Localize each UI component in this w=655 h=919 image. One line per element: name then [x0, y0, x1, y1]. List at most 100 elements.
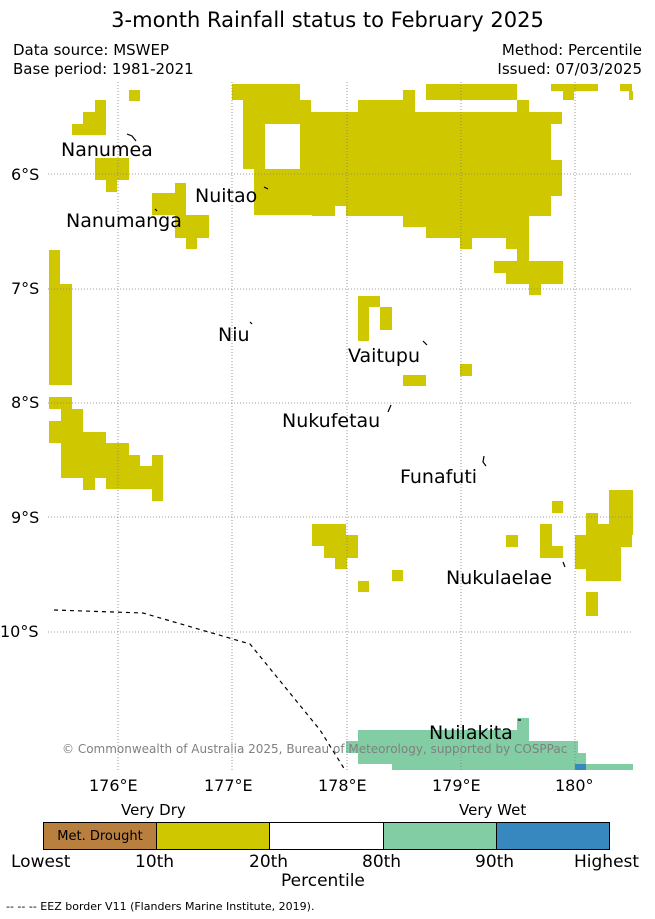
place-label-niu: Niu: [218, 324, 250, 346]
very-dry-cell-30: [460, 238, 472, 249]
colorbar-segment-met-drought: Met. Drought: [44, 823, 157, 849]
very-dry-cell-13: [243, 124, 265, 169]
lon-label-178e: 178°E: [318, 776, 367, 795]
very-dry-cell-20: [312, 148, 551, 160]
very-dry-cell-24: [312, 196, 551, 206]
very-dry-cell-56: [61, 443, 106, 478]
colorbar-segment-very-dry: [157, 823, 270, 849]
very-dry-cell-41: [629, 91, 633, 100]
very-dry-cell-5: [106, 180, 117, 192]
very-dry-cell-9: [186, 238, 197, 249]
very-dry-cell-63: [312, 524, 346, 546]
colorbar-segment-normal: [270, 823, 384, 849]
very-dry-cell-34: [403, 90, 415, 100]
base-period-label: Base period: 1981-2021: [13, 60, 194, 78]
very-dry-cell-19: [312, 136, 551, 148]
very-dry-cell-72: [552, 501, 563, 513]
very-dry-cell-2: [72, 124, 106, 135]
very-dry-cell-10: [232, 84, 300, 100]
lat-label-7s: 7°S: [11, 279, 40, 298]
very-dry-cell-39: [563, 91, 574, 100]
very-dry-cell-40: [620, 84, 632, 91]
method-label: Method: Percentile: [501, 41, 642, 59]
very-dry-cell-54: [49, 421, 61, 443]
very-dry-cell-61: [140, 466, 152, 489]
issued-label: Issued: 07/03/2025: [497, 60, 642, 78]
very-dry-cell-31: [506, 238, 529, 249]
very-dry-cell-36: [517, 100, 529, 112]
very-dry-cell-26: [346, 206, 403, 216]
lon-label-180: 180°: [555, 776, 594, 795]
very-dry-cell-29: [426, 227, 529, 238]
very-dry-cell-51: [49, 250, 60, 385]
very-dry-cell-70: [540, 524, 552, 558]
wet-cell-2: [346, 741, 578, 753]
wet-cell-1: [517, 718, 529, 741]
place-label-nuitao: Nuitao: [195, 185, 258, 207]
very-dry-cell-37: [540, 124, 551, 136]
very-dry-cell-79: [586, 592, 598, 616]
very-dry-cell-1: [83, 112, 106, 124]
colorbar-met-drought-label: Met. Drought: [57, 828, 143, 844]
very-dry-cell-6: [152, 193, 186, 215]
very-dry-cell-23: [312, 184, 562, 196]
very-dry-cell-67: [358, 581, 369, 592]
lat-label-6s: 6°S: [11, 165, 40, 184]
place-label-nanumanga: Nanumanga: [66, 210, 182, 232]
colorbar-tick-20th: 20th: [249, 852, 289, 872]
very-dry-cell-32: [517, 249, 529, 261]
very-dry-cell-75: [609, 490, 633, 535]
very-dry-cell-0: [95, 100, 106, 112]
very-dry-cell-50: [460, 364, 472, 376]
very-dry-cell-21: [312, 160, 562, 172]
very-dry-cell-66: [346, 535, 358, 558]
colorbar-axis-label: Percentile: [281, 871, 365, 891]
place-label-nuilakita: Nuilakita: [429, 722, 513, 744]
very-dry-cell-4: [95, 158, 129, 180]
graticule: [48, 82, 633, 770]
wet-cell-4: [392, 764, 633, 770]
very-dry-cell-18: [312, 124, 551, 136]
very-dry-cell-3: [129, 90, 140, 101]
copyright-notice: © Commonwealth of Australia 2025, Bureau…: [62, 742, 568, 756]
very-dry-cell-52: [60, 284, 72, 385]
very-dry-cell-47: [358, 307, 369, 341]
very-dry-cell-35: [426, 84, 517, 100]
very-dry-cell-76: [620, 535, 632, 547]
very-dry-cell-15: [254, 169, 312, 191]
very-dry-cell-48: [380, 307, 392, 330]
very-dry-cell-57: [83, 478, 95, 490]
lat-label-8s: 8°S: [11, 393, 40, 412]
lat-label-10s: 10°S: [0, 622, 39, 641]
very-dry-cell-46: [358, 296, 380, 307]
very-dry-cell-17: [312, 112, 562, 124]
wet-cell-0: [358, 730, 518, 741]
colorbar-tick-10th: 10th: [135, 852, 175, 872]
very-dry-cell-7: [175, 183, 186, 193]
very-dry-cell-58: [83, 432, 106, 443]
very-dry-cell-11: [243, 100, 311, 112]
very-dry-cell-38: [551, 84, 598, 91]
very-dry-cell-42: [494, 261, 506, 273]
very-dry-cell-77: [575, 535, 621, 569]
very-dry-cell-28: [403, 216, 529, 227]
colorbar-very-dry-label: Very Dry: [121, 801, 186, 819]
very-dry-cell-45: [529, 284, 541, 295]
very-dry-cell-44: [506, 273, 563, 284]
colorbar-tick-highest: Highest: [574, 852, 640, 872]
island-markers: [126, 133, 566, 721]
colorbar-tick-80th: 80th: [362, 852, 402, 872]
wet-cell-3: [358, 753, 586, 764]
colorbar-very-wet-label: Very Wet: [459, 801, 527, 819]
very-dry-cell-33: [358, 100, 415, 112]
lon-label-177e: 177°E: [204, 776, 253, 795]
very-dry-cell-60: [129, 455, 140, 489]
very-dry-cell-69: [506, 535, 518, 547]
rainfall-grid-cells: [49, 84, 633, 770]
very-dry-cell-8: [175, 215, 209, 238]
very-dry-cell-78: [586, 569, 621, 581]
very-dry-cell-68: [392, 570, 403, 581]
place-label-nukulaelae: Nukulaelae: [446, 567, 552, 589]
very-dry-cell-16: [254, 191, 312, 215]
